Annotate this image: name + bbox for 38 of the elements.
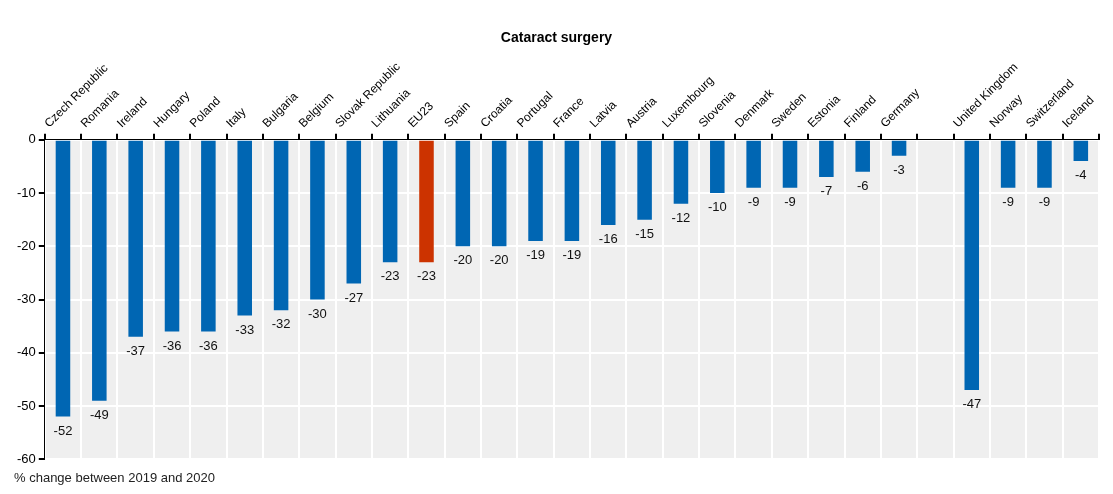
data-label: -9 <box>747 193 760 209</box>
data-label: -36 <box>162 337 182 353</box>
data-label: -15 <box>635 225 654 241</box>
data-label: -37 <box>126 342 146 358</box>
data-label: -27 <box>344 289 364 305</box>
data-label: -10 <box>707 199 727 215</box>
y-tick-label: -50 <box>16 397 36 413</box>
y-tick-label: -60 <box>16 450 36 466</box>
data-label: -9 <box>784 193 796 209</box>
data-label: -47 <box>962 396 982 412</box>
data-label: -20 <box>453 252 473 268</box>
data-label: -9 <box>1002 193 1014 209</box>
data-label: -30 <box>308 305 327 321</box>
data-label: -3 <box>893 161 905 177</box>
data-label: -49 <box>89 406 109 422</box>
y-tick-label: -20 <box>16 237 36 253</box>
chart-title: Cataract surgery <box>500 29 613 46</box>
data-label: -32 <box>271 316 291 332</box>
data-label: -16 <box>598 231 618 247</box>
data-label: -19 <box>526 247 545 263</box>
data-label: -4 <box>1075 167 1087 183</box>
data-label: -6 <box>856 177 869 193</box>
y-tick-label: -30 <box>16 291 36 307</box>
data-label: -36 <box>198 337 218 353</box>
y-tick-label: 0 <box>28 131 36 147</box>
data-label: -9 <box>1038 193 1051 209</box>
data-label: -23 <box>417 268 436 284</box>
data-label: -20 <box>489 252 509 268</box>
y-tick-label: -40 <box>16 344 36 360</box>
y-tick-label: -10 <box>16 184 36 200</box>
data-label: -33 <box>235 321 255 337</box>
x-tick-label: Italy <box>223 104 249 131</box>
data-label: -19 <box>562 247 582 263</box>
data-label: -52 <box>53 422 73 438</box>
data-label: -23 <box>380 268 400 284</box>
y-axis-title: % change between 2019 and 2020 <box>14 470 215 485</box>
data-label: -7 <box>820 183 833 199</box>
data-label: -12 <box>671 209 691 225</box>
